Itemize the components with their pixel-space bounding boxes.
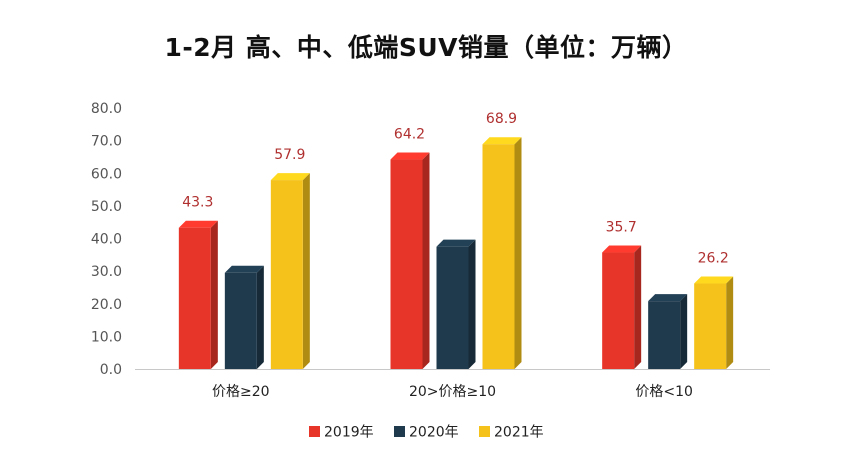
y-tick-label: 60.0 [91, 166, 122, 182]
y-tick-label: 70.0 [91, 134, 122, 150]
x-tick-label: 价格<10 [635, 384, 693, 400]
bar [482, 144, 515, 369]
bar-top [602, 245, 642, 253]
x-tick-label: 20>价格≥10 [409, 384, 496, 400]
bar-side [422, 152, 430, 369]
bars-layer [178, 137, 734, 369]
data-label: 26.2 [698, 251, 729, 267]
bar-side [514, 137, 522, 369]
bar-top [694, 276, 734, 284]
y-tick-label: 10.0 [91, 329, 122, 345]
bar [436, 246, 469, 369]
legend-label: 2020年 [409, 425, 459, 441]
legend-swatch [309, 426, 320, 437]
bar-top [224, 265, 264, 273]
axis-layer: 0.0 10.0 20.0 30.0 40.0 50.0 60.0 70.0 80.0 [91, 101, 770, 378]
bar [224, 272, 257, 369]
bar-top [482, 137, 522, 145]
y-tick-label: 80.0 [91, 101, 122, 117]
data-label: 64.2 [394, 127, 425, 143]
bar [270, 180, 303, 369]
y-tick-label: 50.0 [91, 199, 122, 215]
bar [602, 252, 635, 369]
bar [390, 159, 423, 369]
bar-side [634, 245, 642, 369]
bar-side [256, 265, 264, 369]
bar-side [680, 294, 688, 369]
legend-label: 2019年 [324, 425, 374, 441]
bar-side [302, 173, 310, 369]
chart-title: 1-2月 高、中、低端SUV销量（单位：万辆） [164, 33, 688, 62]
bar [178, 227, 211, 369]
data-label: 43.3 [182, 195, 213, 211]
data-label: 68.9 [486, 111, 517, 127]
y-tick-label: 0.0 [100, 362, 122, 378]
bar-side [468, 239, 476, 369]
bar-top [390, 152, 430, 160]
bar [648, 301, 681, 369]
bar-top [648, 294, 688, 302]
legend-label: 2021年 [494, 425, 544, 441]
legend-swatch [479, 426, 490, 437]
bar [694, 283, 727, 369]
bar-side [210, 220, 218, 369]
y-tick-label: 30.0 [91, 264, 122, 280]
bar-top [270, 173, 310, 181]
bar-side [726, 276, 734, 369]
legend-layer: 2019年 2020年 2021年 [309, 425, 544, 441]
bar-top [436, 239, 476, 247]
y-tick-label: 20.0 [91, 297, 122, 313]
data-label: 57.9 [274, 147, 305, 163]
data-label: 35.7 [606, 220, 637, 236]
y-tick-label: 40.0 [91, 232, 122, 248]
legend-swatch [394, 426, 405, 437]
bar-top [178, 220, 218, 228]
labels-layer: 43.3 57.9 价格≥20 64.2 68.9 20>价格≥10 35.7 26.2 价格<… [182, 111, 729, 400]
x-tick-label: 价格≥20 [212, 384, 270, 400]
